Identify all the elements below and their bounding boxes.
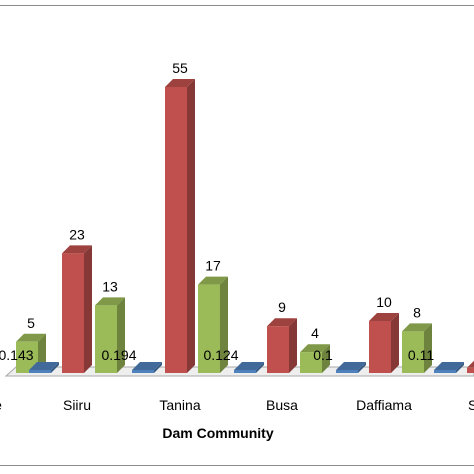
bar [369, 313, 399, 373]
data-label: 4 [311, 325, 319, 341]
bar-side [322, 344, 330, 373]
bar-front [165, 87, 187, 373]
bar [267, 318, 297, 373]
bar-front [95, 305, 117, 373]
bar-top [29, 362, 59, 370]
bar-front [62, 253, 84, 373]
x-axis-title: Dam Community [162, 425, 273, 441]
bar [95, 297, 125, 373]
bar [62, 245, 92, 373]
bar [434, 362, 464, 373]
bar-side [289, 318, 297, 373]
bar-side [358, 362, 366, 373]
bar-side [117, 297, 125, 373]
bar [234, 362, 264, 373]
bar-front [300, 352, 322, 373]
bar [29, 362, 59, 373]
bar-top [300, 344, 330, 353]
bar-top [467, 360, 474, 368]
bar-front [16, 341, 38, 373]
data-label: 23 [69, 226, 85, 242]
bar-top [234, 362, 264, 370]
bars [16, 79, 474, 373]
x-tick-labels: e Siiru Tanina Busa Daffiama Sanl [0, 397, 474, 413]
chart-frame [0, 5, 474, 466]
bar-top [198, 276, 228, 285]
bar-front [234, 370, 256, 373]
x-tick-label: Siiru [63, 397, 91, 413]
bar [467, 360, 474, 373]
bar-top [95, 297, 125, 306]
data-label: 55 [172, 60, 188, 76]
bar-top [16, 333, 46, 342]
bar-side [220, 276, 228, 373]
bar [402, 323, 432, 373]
bar-top [434, 362, 464, 370]
bar-front [267, 326, 289, 373]
bar-top [132, 362, 162, 370]
bar [300, 344, 330, 373]
bar-front [198, 284, 220, 373]
bar-front [467, 367, 474, 373]
bar [336, 362, 366, 373]
bar-front [402, 331, 424, 373]
data-label: 9 [278, 299, 286, 315]
data-label: 10 [376, 294, 392, 310]
data-label: 0.1 [313, 347, 333, 363]
data-label: 13 [102, 278, 118, 294]
data-label: 8 [413, 304, 421, 320]
bar-front [369, 321, 391, 373]
bar-front [132, 370, 154, 373]
data-label: 0.11 [408, 347, 434, 363]
bar-top [267, 318, 297, 327]
bar-top [402, 323, 432, 332]
bar [132, 362, 162, 373]
data-label: 5 [27, 315, 35, 331]
data-label: 0.124 [203, 347, 238, 363]
bar-top [336, 362, 366, 370]
bar-front [29, 370, 51, 373]
data-label: 0.143 [0, 347, 34, 363]
bar-side [256, 362, 264, 373]
bar-side [187, 79, 195, 373]
bar-top [165, 79, 195, 87]
bar-side [84, 245, 92, 373]
bar-side [154, 362, 162, 373]
bar-top [62, 245, 92, 254]
bar [198, 276, 228, 373]
x-tick-label: e [0, 397, 2, 413]
bar-side [51, 362, 59, 373]
x-tick-label: Tanina [159, 397, 200, 413]
x-tick-label: Sanl [468, 397, 474, 413]
bar-side [456, 362, 464, 373]
bar-front [434, 370, 456, 373]
bar [165, 79, 195, 373]
x-tick-label: Daffiama [356, 397, 412, 413]
x-tick-label: Busa [266, 397, 298, 413]
bar-top [369, 313, 399, 321]
data-label: 0.194 [101, 347, 136, 363]
bar-side [391, 313, 399, 373]
data-label: 17 [205, 258, 221, 274]
bar-side [424, 323, 432, 373]
bar-front [336, 370, 358, 373]
